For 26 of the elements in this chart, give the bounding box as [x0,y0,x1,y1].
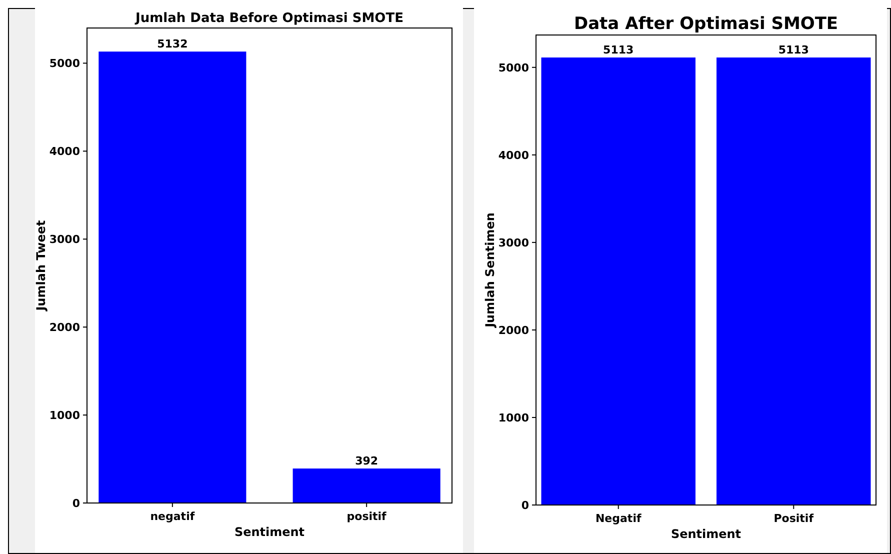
x-tick-label: negatif [150,510,195,523]
chart-title: Data After Optimasi SMOTE [574,14,838,34]
x-axis-title: Sentiment [670,527,742,541]
y-tick-label: 5000 [498,61,530,74]
data-label: 5132 [157,38,188,51]
y-axis-title: Jumlah Tweet [34,220,48,312]
y-tick-label: 5000 [49,57,80,70]
y-tick-label: 1000 [49,409,80,422]
y-tick-label: 1000 [498,411,530,424]
y-tick-label: 4000 [498,148,530,162]
y-tick-label: 0 [521,499,530,512]
x-tick-label: Negatif [595,512,642,525]
x-tick-label: Positif [774,512,814,525]
chart-title: Jumlah Data Before Optimasi SMOTE [134,11,404,26]
y-tick-label: 0 [72,497,80,510]
y-tick-label: 4000 [49,145,80,158]
y-tick-label: 3000 [498,236,530,250]
x-tick-label: positif [346,510,387,523]
y-tick-label: 3000 [49,233,80,246]
y-tick-label: 2000 [49,321,80,334]
data-label: 392 [355,454,378,468]
data-label: 5113 [603,43,634,56]
y-tick-label: 2000 [498,324,530,337]
x-axis-title: Sentiment [234,525,305,539]
y-axis-title: Jumlah Sentimen [483,212,497,328]
data-label: 5113 [778,43,809,56]
